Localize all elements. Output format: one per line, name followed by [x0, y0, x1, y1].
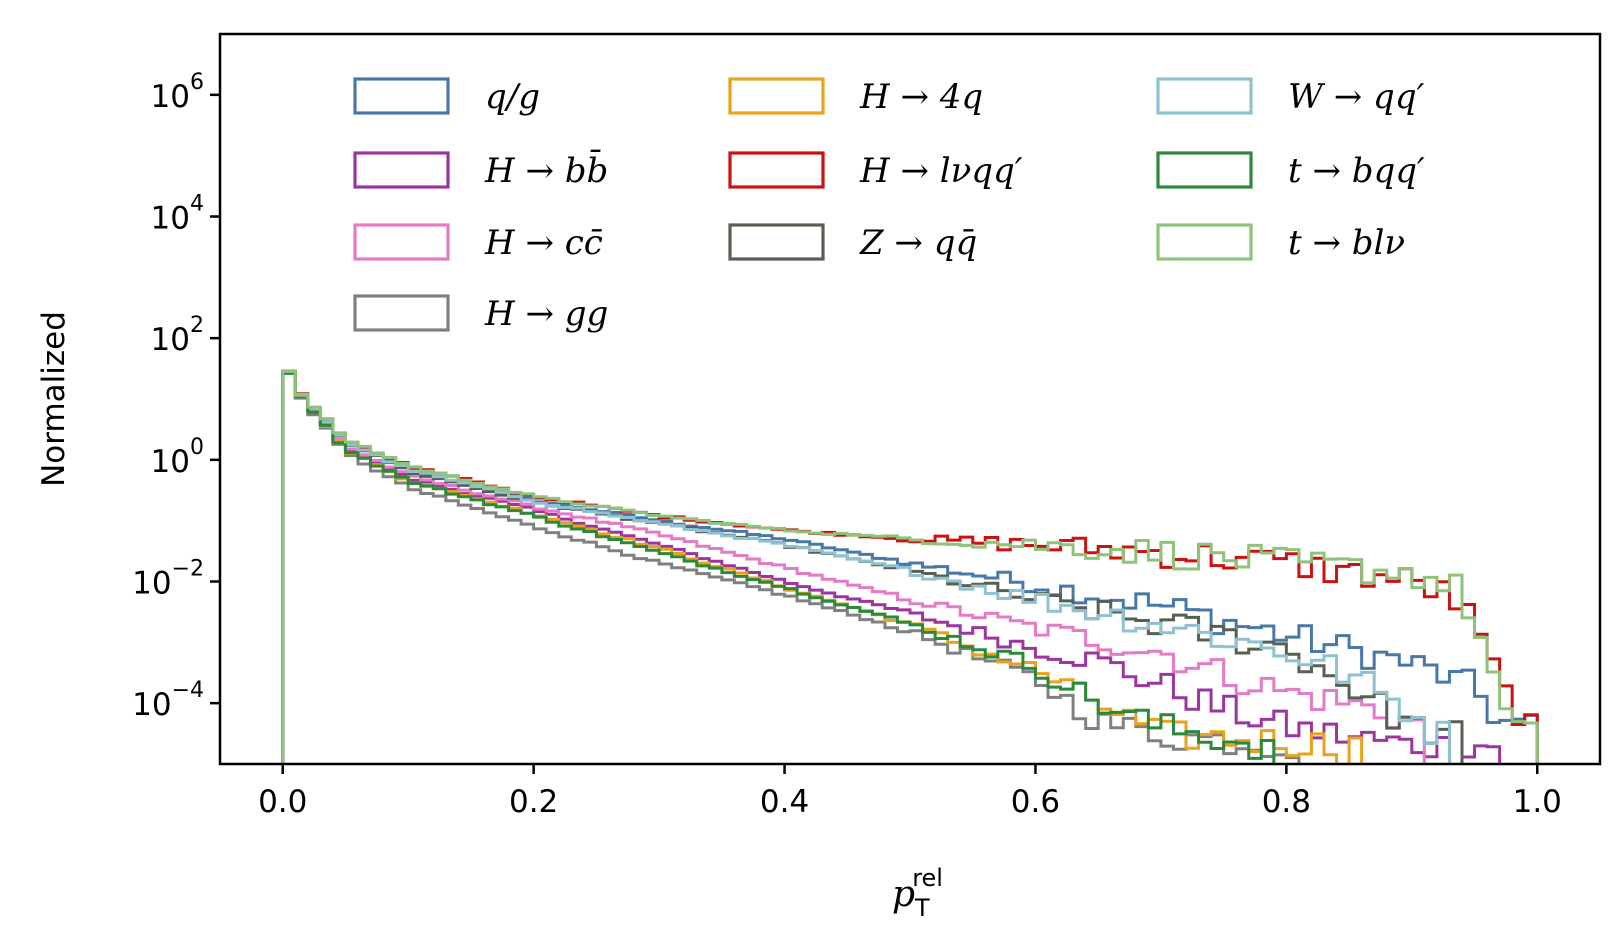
x-tick-label: 0.6	[1011, 784, 1060, 820]
y-tick-label: 102	[151, 313, 204, 358]
legend-label: H → lνqq′	[859, 151, 1023, 191]
legend: q/g H → bb̄ H → cc̄ H → gg H → 4q H → lνqq′ Z …	[353, 77, 1425, 334]
legend-swatch	[728, 151, 825, 189]
legend-swatch	[728, 223, 825, 261]
legend-label: t → blν	[1288, 223, 1405, 263]
legend-label: q/g	[485, 77, 540, 117]
ticks-layer: 0.0 0.2 0.4 0.6 0.8 1.0 106 104 102 100 10−2 10−4	[132, 70, 1562, 820]
x-axis-label: pTrel	[892, 864, 943, 922]
series-9-histogram	[281, 369, 1539, 764]
legend-swatch	[1156, 151, 1253, 189]
axes-frame	[218, 32, 1602, 766]
legend-label: H → gg	[484, 294, 608, 334]
legend-label: W → qq′	[1288, 77, 1425, 117]
legend-swatch	[1156, 77, 1253, 115]
x-tick-label: 0.8	[1262, 784, 1311, 820]
legend-swatch	[728, 77, 825, 115]
legend-label: t → bqq′	[1288, 151, 1425, 191]
x-tick-label: 1.0	[1513, 784, 1562, 820]
y-tick-label: 104	[151, 192, 204, 237]
legend-label: H → bb̄	[484, 149, 608, 191]
x-tick-label: 0.0	[258, 784, 307, 820]
y-tick-label: 100	[151, 435, 204, 480]
series-0-histogram	[281, 370, 1539, 764]
y-tick-label: 10−4	[132, 678, 204, 723]
y-tick-label: 10−2	[132, 557, 204, 602]
y-axis-label: Normalized	[36, 311, 72, 487]
legend-label: H → cc̄	[484, 223, 603, 263]
series-8-histogram	[281, 371, 1276, 764]
series-6-histogram	[281, 369, 1464, 764]
series-2-histogram	[281, 371, 1426, 764]
legend-swatch	[353, 294, 450, 332]
series-3-histogram	[281, 371, 1301, 764]
series-layer	[281, 369, 1539, 764]
legend-swatch	[353, 223, 450, 261]
series-1-histogram	[281, 370, 1502, 764]
legend-swatch	[1156, 223, 1253, 261]
series-4-histogram	[281, 371, 1364, 764]
legend-label: H → 4q	[859, 77, 983, 117]
y-tick-label: 106	[151, 70, 204, 115]
x-tick-label: 0.4	[760, 784, 809, 820]
legend-swatch	[353, 151, 450, 189]
series-5-histogram	[281, 371, 1539, 764]
legend-swatch	[353, 77, 450, 115]
series-7-histogram	[281, 370, 1451, 764]
x-tick-label: 0.2	[509, 784, 558, 820]
legend-label: Z → qq̄	[859, 223, 977, 263]
